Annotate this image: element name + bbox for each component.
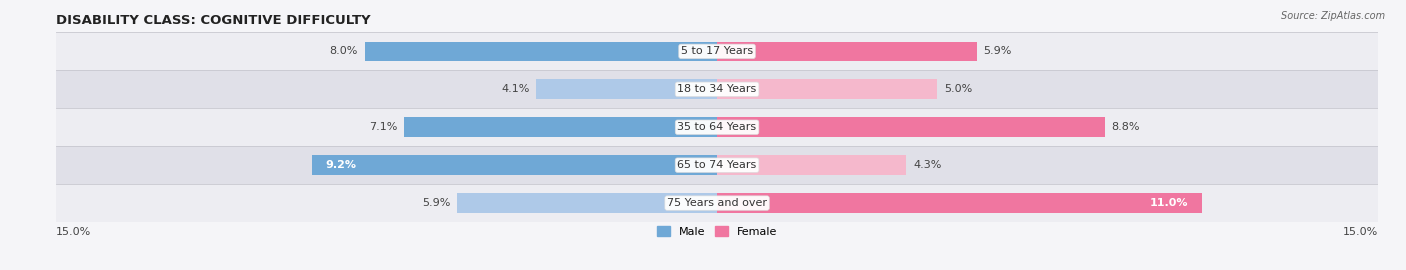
Text: Source: ZipAtlas.com: Source: ZipAtlas.com bbox=[1281, 11, 1385, 21]
Legend: Male, Female: Male, Female bbox=[657, 226, 778, 237]
Bar bbox=[717, 117, 1105, 137]
Text: 35 to 64 Years: 35 to 64 Years bbox=[678, 122, 756, 132]
Text: 15.0%: 15.0% bbox=[1343, 227, 1378, 237]
Bar bbox=[312, 155, 717, 175]
Bar bbox=[56, 108, 1378, 146]
Bar bbox=[364, 42, 717, 61]
Text: 75 Years and over: 75 Years and over bbox=[666, 198, 768, 208]
Text: 8.8%: 8.8% bbox=[1111, 122, 1140, 132]
Bar bbox=[405, 117, 717, 137]
Text: 5.9%: 5.9% bbox=[984, 46, 1012, 56]
Text: 9.2%: 9.2% bbox=[325, 160, 356, 170]
Text: 8.0%: 8.0% bbox=[329, 46, 359, 56]
Text: 7.1%: 7.1% bbox=[370, 122, 398, 132]
Bar bbox=[56, 184, 1378, 222]
Text: 11.0%: 11.0% bbox=[1150, 198, 1188, 208]
Bar bbox=[56, 146, 1378, 184]
Text: 65 to 74 Years: 65 to 74 Years bbox=[678, 160, 756, 170]
Bar bbox=[717, 42, 977, 61]
Text: 5 to 17 Years: 5 to 17 Years bbox=[681, 46, 754, 56]
Text: 4.3%: 4.3% bbox=[912, 160, 942, 170]
Bar bbox=[717, 79, 938, 99]
Bar bbox=[537, 79, 717, 99]
Bar bbox=[56, 32, 1378, 70]
Text: 18 to 34 Years: 18 to 34 Years bbox=[678, 84, 756, 94]
Bar bbox=[457, 193, 717, 213]
Text: 5.9%: 5.9% bbox=[422, 198, 450, 208]
Text: 4.1%: 4.1% bbox=[502, 84, 530, 94]
Text: 5.0%: 5.0% bbox=[943, 84, 972, 94]
Text: DISABILITY CLASS: COGNITIVE DIFFICULTY: DISABILITY CLASS: COGNITIVE DIFFICULTY bbox=[56, 14, 371, 27]
Bar bbox=[56, 70, 1378, 108]
Bar bbox=[717, 193, 1202, 213]
Text: 15.0%: 15.0% bbox=[56, 227, 91, 237]
Bar bbox=[717, 155, 907, 175]
